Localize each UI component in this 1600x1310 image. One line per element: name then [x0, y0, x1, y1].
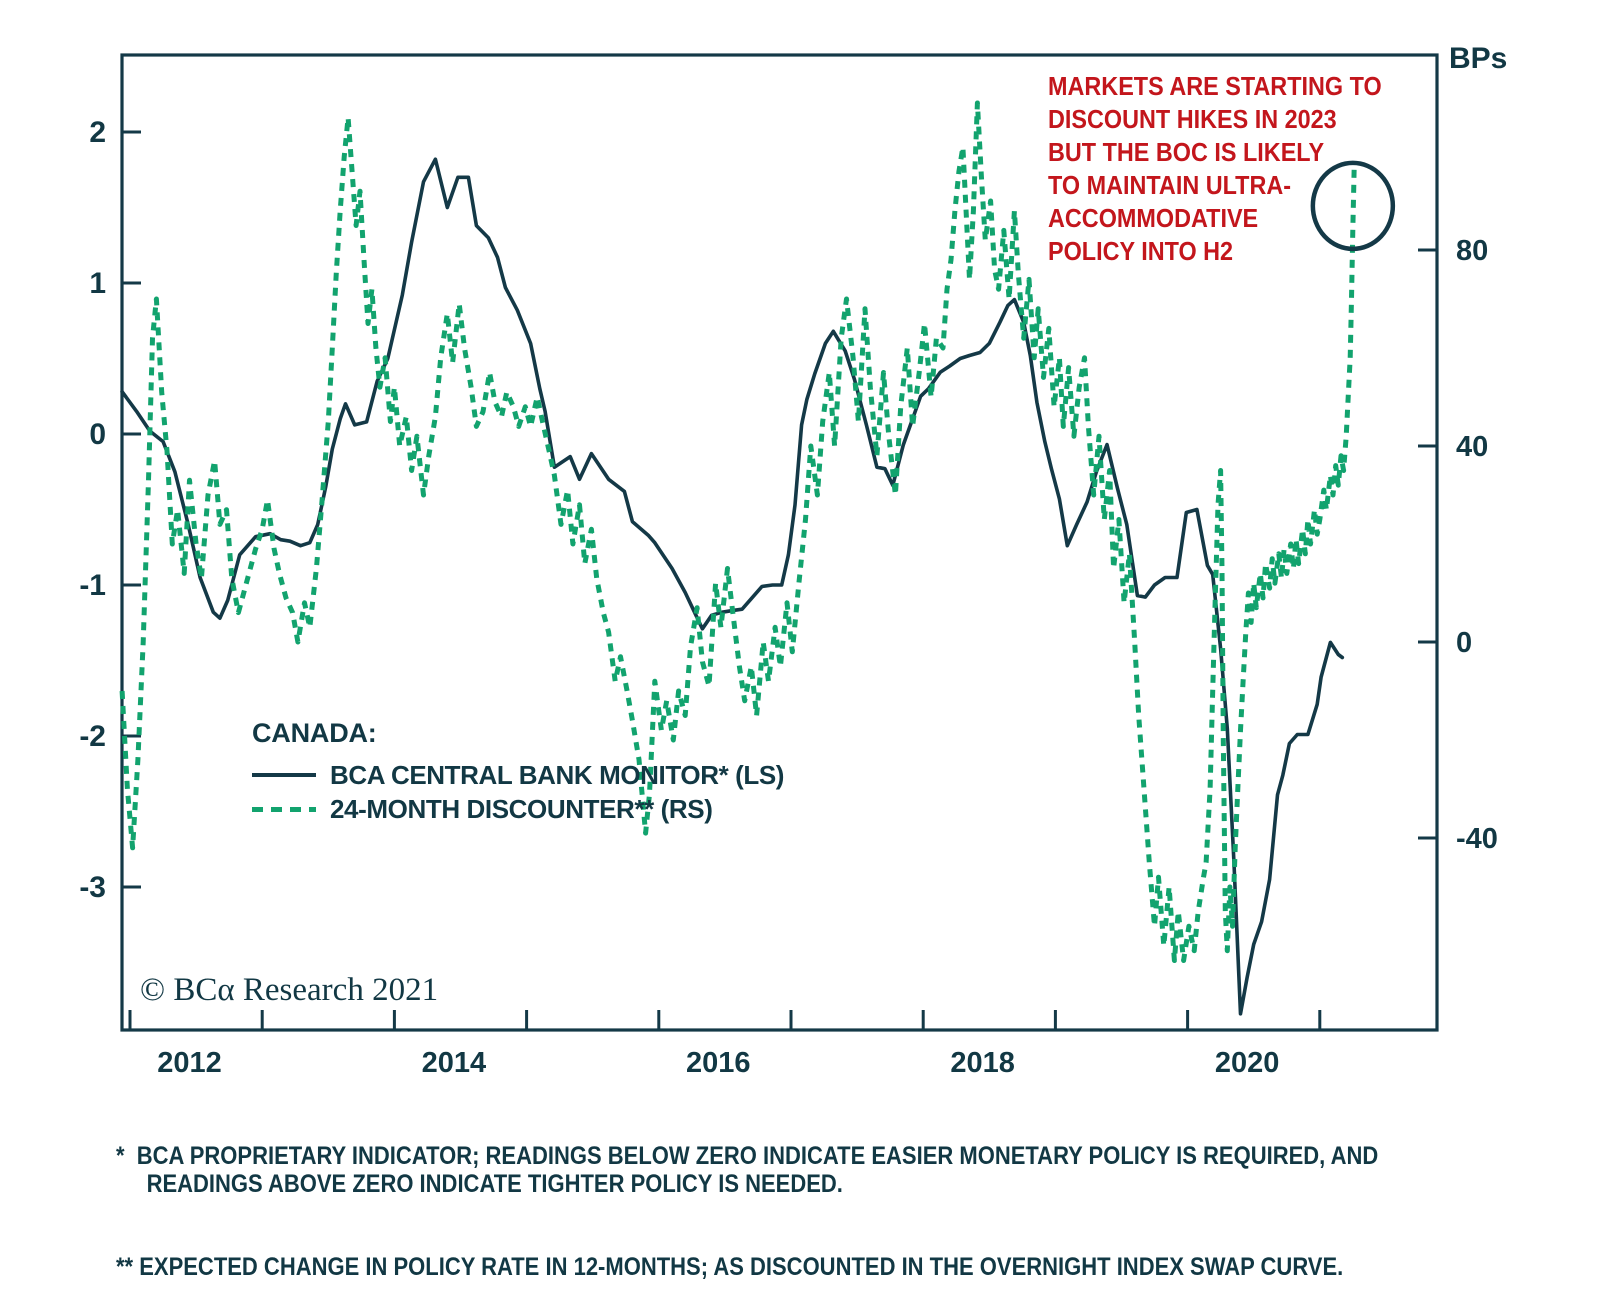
- solid-line-swatch-icon: [252, 773, 316, 777]
- x-axis-year-label: 2012: [157, 1047, 222, 1079]
- annotation-note: MARKETS ARE STARTING TO DISCOUNT HIKES I…: [1048, 71, 1382, 266]
- right-axis-tick-label: 0: [1456, 627, 1472, 659]
- footnote-monitor: * BCA PROPRIETARY INDICATOR; READINGS BE…: [116, 1142, 1379, 1198]
- plot-border: [120, 53, 1439, 1032]
- legend-title: CANADA:: [252, 718, 377, 748]
- bca-chart-page: { "annotation": { "text": "MARKETS ARE S…: [79, 42, 1508, 1281]
- chart-canvas: 2 1 0 -1 -2 -3 80 40 0 -40 2012 2014 2016 2018 2020: [79, 53, 1498, 1079]
- legend-item-label: BCA CENTRAL BANK MONITOR* (LS): [330, 759, 785, 790]
- x-axis-year-label: 2014: [422, 1047, 487, 1079]
- footnote-discounter: ** EXPECTED CHANGE IN POLICY RATE IN 12-…: [116, 1253, 1344, 1281]
- dashed-line-swatch-icon: [252, 806, 316, 812]
- left-axis-tick-label: -1: [79, 569, 106, 602]
- highlight-circle-annotation: [1310, 160, 1396, 252]
- copyright-notice: © BCα Research 2021: [140, 972, 439, 1008]
- monitor-line: [120, 157, 1345, 1016]
- right-axis-tick-label: -40: [1456, 823, 1498, 855]
- left-axis-tick-label: 1: [89, 267, 106, 300]
- footnotes: * BCA PROPRIETARY INDICATOR; READINGS BE…: [116, 1088, 1418, 1310]
- discounter-line: [119, 100, 1357, 963]
- left-axis-tick-label: -2: [79, 720, 106, 753]
- x-axis-year-label: 2016: [686, 1047, 751, 1079]
- x-axis-year-label: 2018: [950, 1047, 1015, 1079]
- x-axis-year-label: 2020: [1215, 1047, 1280, 1079]
- legend: CANADA: BCA CENTRAL BANK MONITOR* (LS) 2…: [252, 718, 784, 826]
- legend-item-monitor: BCA CENTRAL BANK MONITOR* (LS): [252, 758, 784, 792]
- left-axis-tick-label: 0: [89, 418, 106, 451]
- left-axis-tick-label: 2: [89, 116, 106, 149]
- left-axis-tick-label: -3: [79, 871, 106, 904]
- right-axis-tick-label: 80: [1456, 235, 1488, 267]
- legend-item-discounter: 24-MONTH DISCOUNTER** (RS): [252, 792, 784, 826]
- right-axis-unit-label: BPs: [1449, 42, 1508, 75]
- right-axis-tick-label: 40: [1456, 431, 1488, 463]
- legend-item-label: 24-MONTH DISCOUNTER** (RS): [330, 793, 713, 824]
